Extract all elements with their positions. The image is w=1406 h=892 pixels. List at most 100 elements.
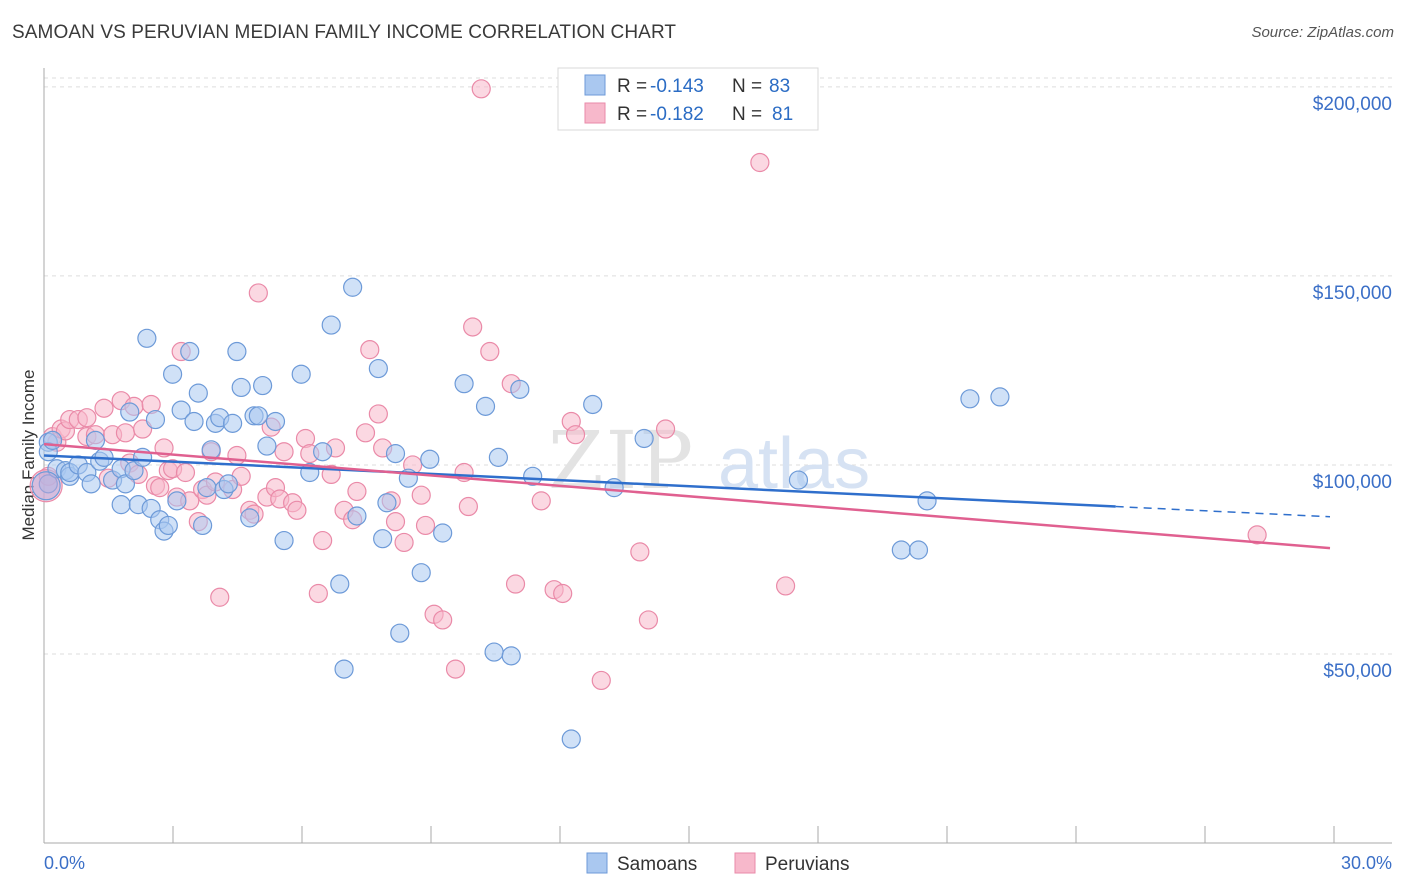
samoans-point — [917, 491, 937, 511]
x-tick-label-min: 0.0% — [44, 853, 85, 873]
peruvians-point — [565, 425, 586, 445]
legend-bottom: Samoans Peruvians — [586, 852, 850, 875]
peruvians-point — [394, 532, 414, 553]
peruvians-point — [750, 152, 770, 173]
peruvians-point — [77, 408, 97, 428]
samoans-point — [484, 642, 504, 662]
samoans-point — [158, 515, 178, 536]
samoans-point — [193, 515, 213, 536]
peruvians-point — [313, 530, 333, 551]
legend-swatch-peruvians — [584, 102, 606, 124]
peruvians-point — [411, 485, 431, 505]
legend-r-value: -0.182 — [650, 104, 704, 125]
peruvians-point — [433, 610, 453, 630]
samoans-point — [253, 375, 273, 396]
peruvians-point — [227, 445, 247, 466]
peruvians-point — [150, 478, 170, 498]
samoans-point — [240, 508, 260, 528]
x-ticks — [43, 826, 1335, 843]
samoans-point — [475, 396, 496, 416]
x-tick-label-max: 30.0% — [1341, 853, 1392, 873]
samoans-point — [788, 470, 809, 490]
peruvians-point — [505, 574, 526, 594]
peruvians-point — [775, 576, 796, 596]
peruvians-trend-line — [43, 442, 1331, 550]
samoans-point — [420, 449, 440, 469]
samoans-point — [137, 328, 157, 348]
peruvians-point — [630, 542, 650, 562]
samoans-point — [313, 442, 333, 462]
peruvians-point — [471, 79, 491, 99]
samoans-point — [334, 659, 354, 679]
samoans-point — [120, 402, 140, 422]
samoans-point — [368, 358, 388, 379]
peruvians-point — [458, 496, 478, 517]
samoans-point — [163, 364, 183, 384]
peruvians-point — [531, 491, 551, 511]
samoans-point — [197, 478, 217, 498]
samoans-point — [583, 394, 603, 415]
y-tick-label: $100,000 — [1313, 472, 1392, 493]
samoans-point — [145, 409, 166, 430]
y-tick-label: $200,000 — [1313, 94, 1392, 115]
peruvians-point — [638, 610, 659, 630]
source-label: Source: ZipAtlas.com — [1251, 24, 1394, 41]
legend-r-value: -0.143 — [650, 76, 704, 97]
samoans-point — [180, 341, 200, 362]
samoans-point — [223, 413, 243, 433]
samoans-point — [167, 491, 187, 511]
peruvians-point — [308, 583, 328, 604]
samoans-point — [891, 540, 911, 560]
y-axis-label: Median Family Income — [19, 369, 38, 540]
samoans-trend-extension — [1115, 505, 1331, 518]
samoans-point — [218, 474, 238, 494]
peruvians-point — [248, 283, 268, 303]
chart-title: SAMOAN VS PERUVIAN MEDIAN FAMILY INCOME … — [12, 22, 677, 43]
y-tick-label: $150,000 — [1313, 283, 1392, 304]
samoans-point — [433, 523, 453, 543]
peruvians-point — [480, 341, 500, 362]
legend-n-label: N = — [732, 104, 762, 125]
samoans-point — [390, 623, 410, 643]
samoans-point — [227, 341, 247, 362]
peruvians-point — [132, 419, 153, 439]
samoans-point-large — [31, 471, 61, 501]
samoans-point — [501, 646, 521, 666]
peruvians-point — [463, 317, 483, 337]
samoans-point — [111, 495, 131, 515]
peruvians-point — [553, 583, 573, 604]
legend-label-peruvians: Peruvians — [765, 854, 850, 875]
peruvians-point — [360, 340, 380, 360]
peruvians-point — [1247, 525, 1267, 545]
peruvians-point — [210, 587, 230, 607]
peruvians-point — [655, 419, 676, 439]
peruvians-point — [287, 500, 307, 520]
legend-swatch-samoans — [584, 74, 606, 96]
peruvians-point — [385, 512, 406, 532]
samoans-point — [81, 474, 101, 494]
legend-n-value: 81 — [772, 104, 793, 125]
samoans-point — [42, 430, 63, 450]
legend-r-label: R = — [617, 76, 647, 97]
samoans-point — [265, 411, 286, 432]
samoans-point — [488, 447, 508, 467]
legend-label-samoans: Samoans — [617, 854, 697, 875]
samoans-point — [347, 506, 367, 526]
samoans-trend-line — [43, 454, 1116, 508]
samoans-point — [248, 406, 268, 426]
samoans-point — [561, 729, 581, 749]
peruvians-point — [115, 423, 136, 443]
peruvians-point — [175, 462, 196, 483]
samoans-point — [454, 374, 474, 394]
legend-top: R = -0.143 N = 83 R = -0.182 N = 81 — [557, 67, 819, 131]
samoans-point — [377, 493, 397, 513]
samoans-point — [231, 377, 251, 398]
peruvians-points — [29, 79, 1267, 691]
peruvians-point — [347, 481, 367, 502]
grid-lines — [44, 77, 1392, 655]
peruvians-point — [368, 404, 388, 424]
samoans-point — [960, 389, 980, 409]
y-tick-label: $50,000 — [1323, 661, 1392, 682]
legend-n-value: 83 — [769, 76, 790, 97]
